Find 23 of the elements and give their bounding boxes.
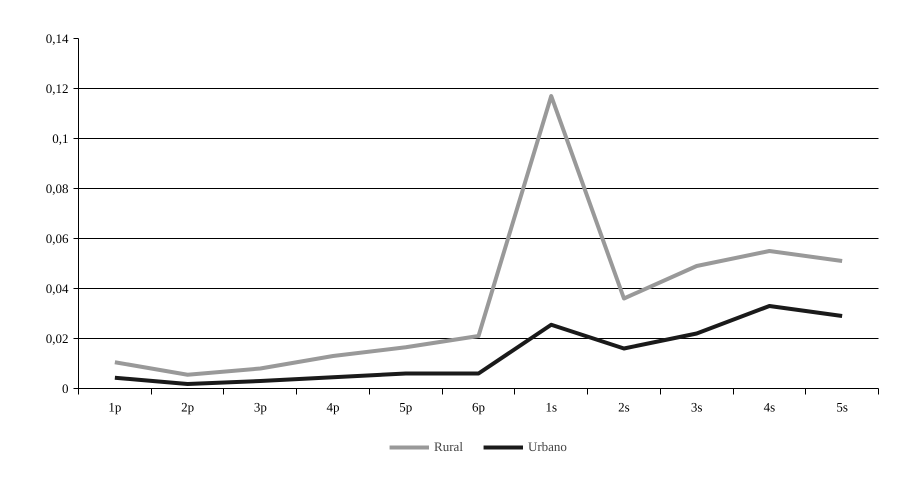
x-tick-label: 3s [690, 400, 702, 414]
x-tick-label: 2s [618, 400, 630, 414]
line-series [112, 94, 844, 377]
y-tick-label: 0,12 [46, 81, 68, 96]
line-series [112, 304, 844, 386]
x-tick-label: 1s [545, 400, 558, 414]
y-tick-label: 0,02 [46, 331, 68, 346]
legend-label: Urbano [528, 439, 567, 455]
y-tick-label: 0,1 [52, 131, 68, 146]
x-tick-label: 6p [472, 400, 485, 414]
x-tick-label: 5p [399, 400, 412, 414]
legend-label: Rural [434, 439, 463, 455]
x-tick-label: 1p [108, 400, 122, 414]
y-tick-label: 0 [62, 381, 68, 396]
y-tick-label: 0,08 [46, 181, 68, 196]
y-tick-label: 0,04 [46, 281, 69, 296]
x-tick-label: 4s [764, 400, 776, 414]
x-tick-label: 2p [181, 400, 194, 414]
x-tick-label: 5s [836, 400, 848, 414]
x-tick-label: 4p [326, 400, 340, 414]
y-tick-label: 0,06 [46, 231, 69, 246]
y-tick-label: 0,14 [46, 31, 69, 46]
x-tick-label: 3p [254, 400, 267, 414]
